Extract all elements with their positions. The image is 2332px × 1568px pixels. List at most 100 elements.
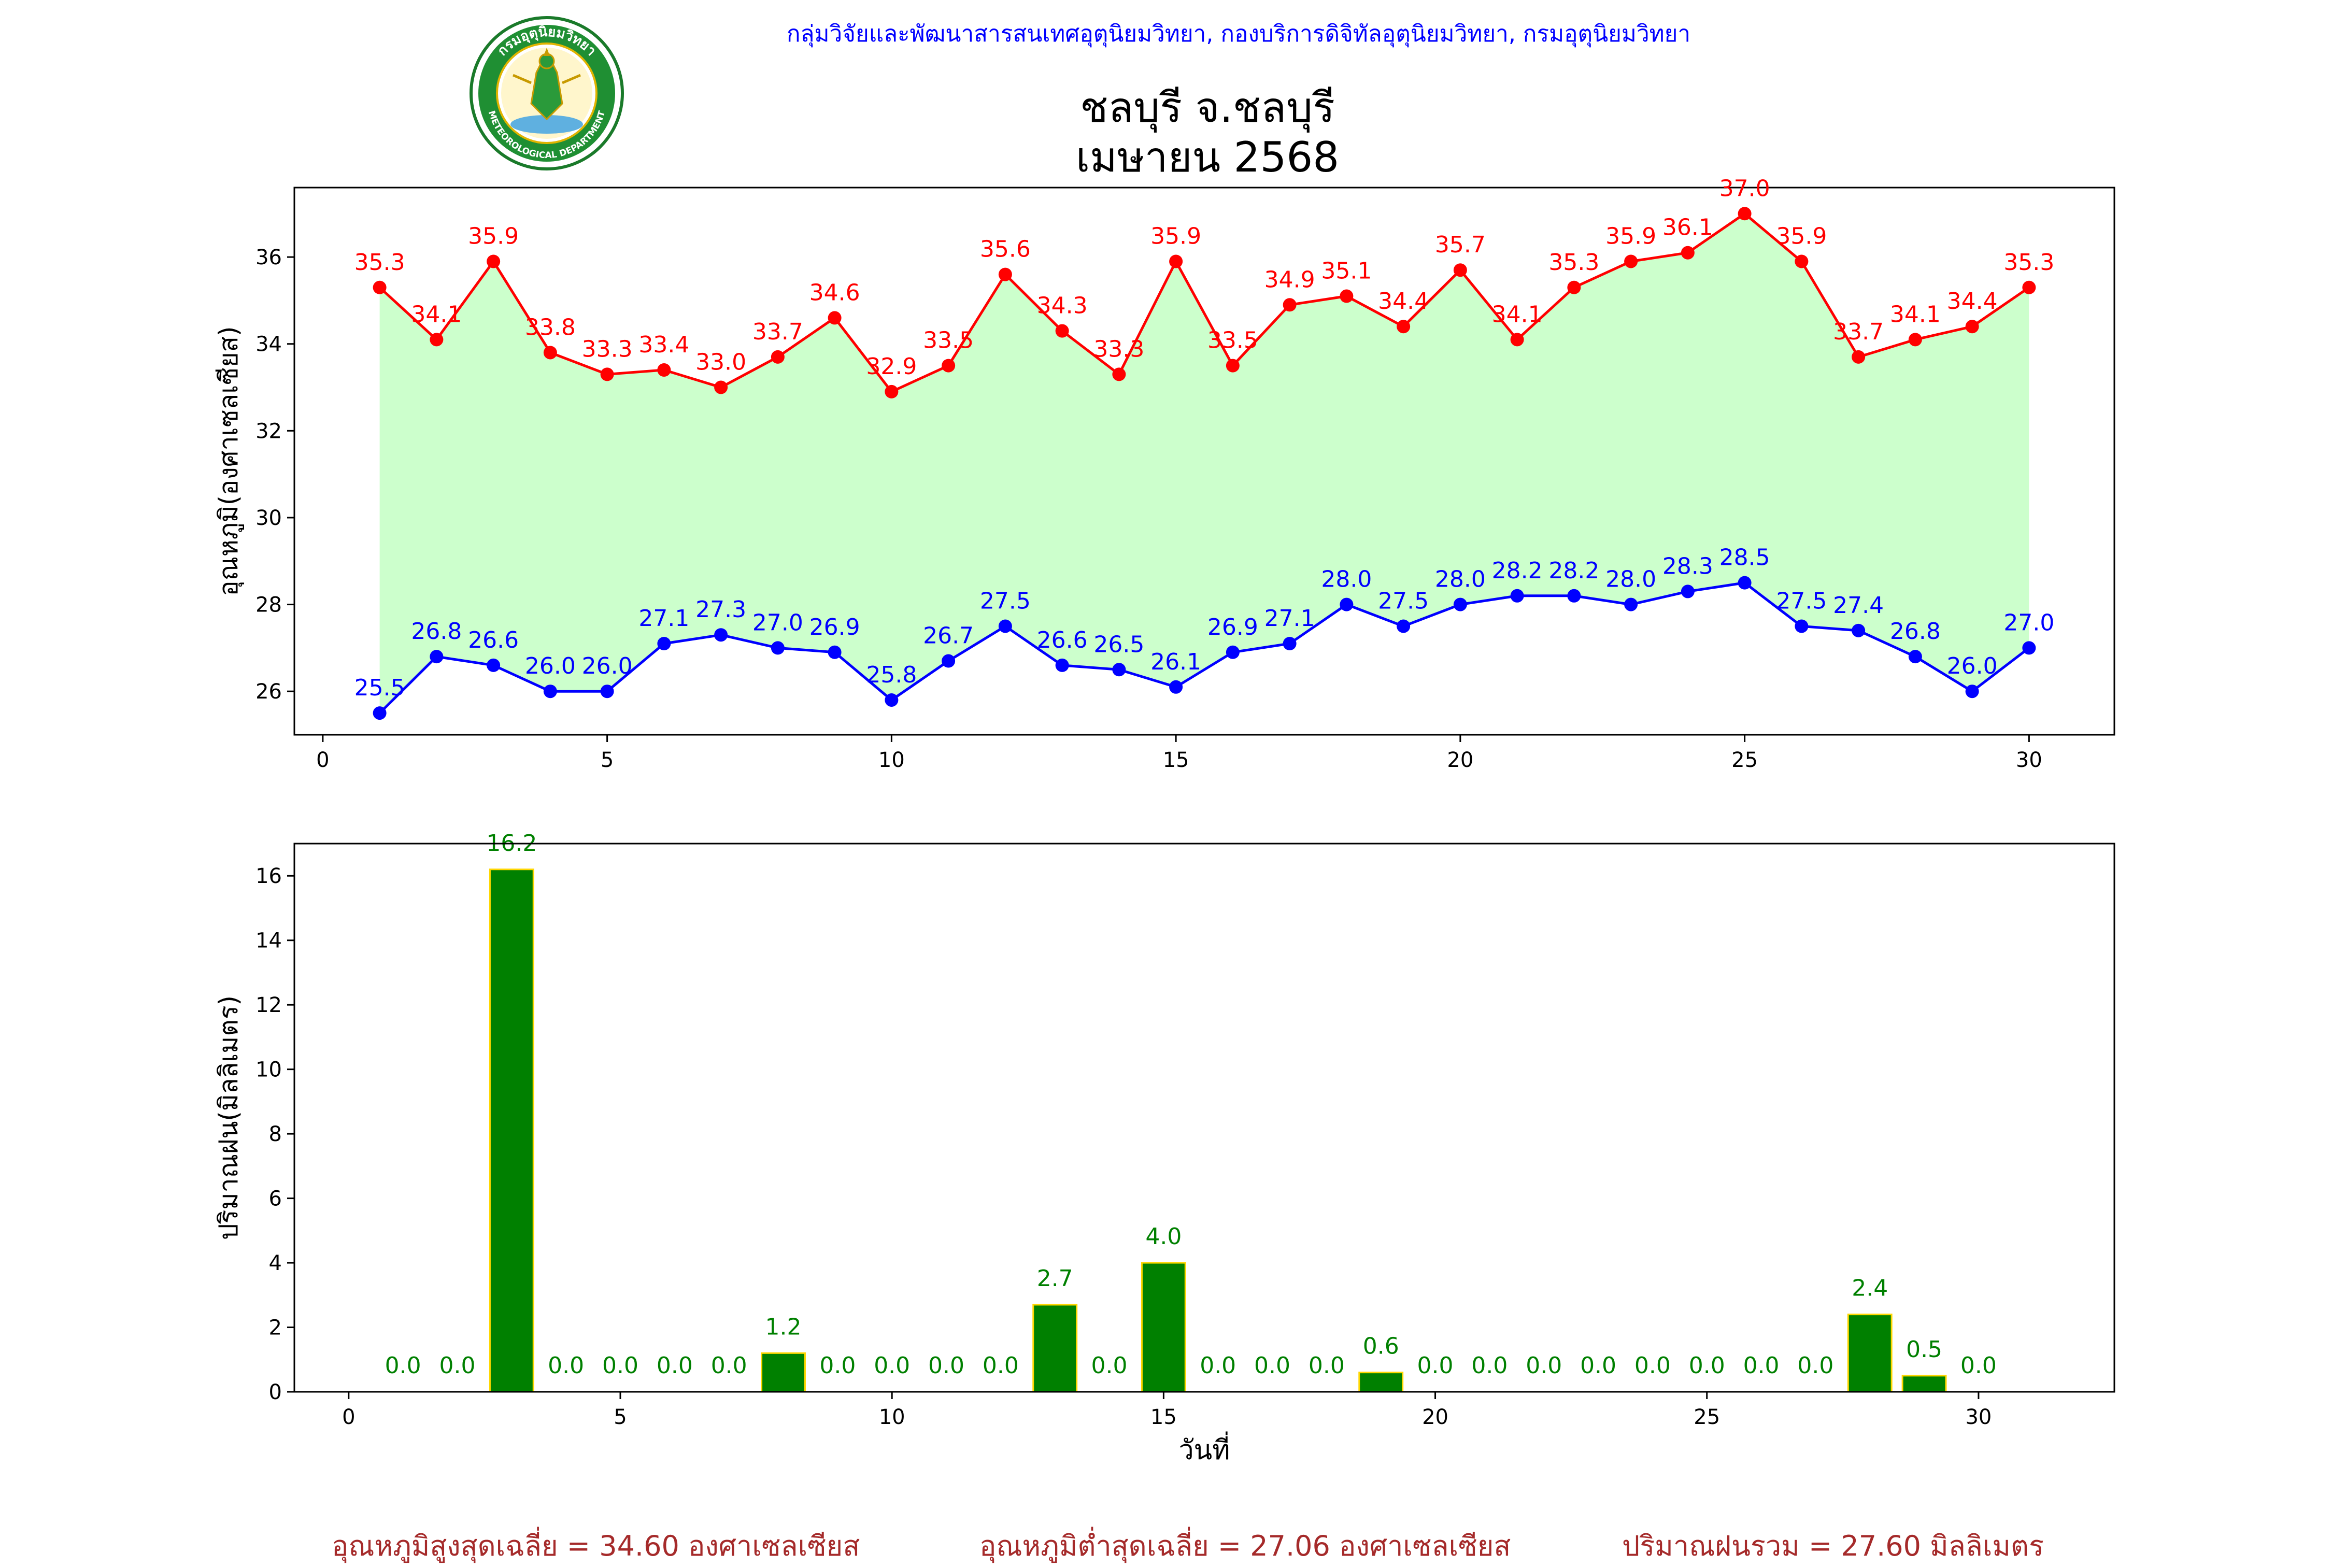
rain-label: 2.7 bbox=[1037, 1265, 1073, 1292]
temp-xtick-label: 30 bbox=[2016, 748, 2042, 772]
temp-xtick-label: 15 bbox=[1163, 748, 1189, 772]
max-temp-label: 32.9 bbox=[866, 353, 917, 380]
max-temp-label: 33.7 bbox=[752, 319, 803, 345]
rain-label: 0.0 bbox=[1580, 1352, 1616, 1379]
min-temp-label: 28.0 bbox=[1605, 566, 1656, 593]
rain-label: 0.0 bbox=[1254, 1352, 1290, 1379]
max-temp-label: 34.1 bbox=[1492, 301, 1543, 327]
min-temp-point bbox=[885, 693, 899, 707]
max-temp-label: 34.6 bbox=[809, 279, 860, 306]
rain-xtick-label: 30 bbox=[1965, 1405, 1992, 1429]
min-temp-label: 28.2 bbox=[1548, 558, 1599, 584]
min-temp-label: 25.5 bbox=[354, 675, 405, 701]
min-temp-label: 26.8 bbox=[1890, 618, 1941, 645]
max-temp-label: 33.8 bbox=[525, 314, 576, 340]
rain-xlabel: วันที่ bbox=[1178, 1431, 1230, 1466]
min-temp-label: 28.5 bbox=[1719, 545, 1770, 571]
min-temp-point bbox=[828, 645, 842, 659]
rain-label: 0.0 bbox=[1634, 1352, 1671, 1379]
rain-label: 0.0 bbox=[657, 1352, 693, 1379]
min-temp-label: 27.5 bbox=[980, 588, 1031, 614]
rain-label: 0.0 bbox=[928, 1352, 964, 1379]
rain-bar bbox=[1358, 1372, 1404, 1393]
max-temp-label: 35.6 bbox=[980, 236, 1031, 263]
max-temp-point bbox=[1795, 254, 1809, 268]
min-temp-point bbox=[543, 685, 557, 699]
max-temp-point bbox=[1567, 280, 1581, 294]
min-temp-label: 26.1 bbox=[1150, 649, 1201, 675]
min-temp-point bbox=[1169, 680, 1183, 694]
min-temp-label: 26.6 bbox=[468, 627, 519, 653]
min-temp-label: 25.8 bbox=[866, 662, 917, 688]
min-temp-line bbox=[378, 581, 2030, 714]
min-temp-point bbox=[1055, 658, 1069, 672]
max-temp-point bbox=[1681, 246, 1695, 260]
meteorological-department-logo: กรมอุตุนิยมวิทยา METEOROLOGICAL DEPARTME… bbox=[470, 16, 624, 170]
max-temp-label: 35.3 bbox=[1548, 249, 1599, 276]
min-temp-point bbox=[1624, 597, 1638, 611]
rain-axes-frame bbox=[293, 843, 2115, 1393]
rain-label: 0.6 bbox=[1363, 1333, 1399, 1360]
min-temp-point bbox=[1908, 650, 1922, 664]
max-temp-label: 33.4 bbox=[638, 332, 689, 358]
rain-xtick-label: 20 bbox=[1422, 1405, 1448, 1429]
title-month: เมษายน 2568 bbox=[1075, 133, 1340, 181]
max-temp-point bbox=[600, 367, 614, 381]
chart-title: ชลบุรี จ.ชลบุรี เมษายน 2568 bbox=[798, 83, 1617, 182]
rain-bar bbox=[1141, 1262, 1186, 1393]
rain-ytick-label: 16 bbox=[255, 864, 282, 888]
max-temp-label: 34.4 bbox=[1378, 288, 1429, 315]
min-temp-label: 27.4 bbox=[1833, 592, 1884, 619]
max-temp-point bbox=[1510, 333, 1524, 347]
max-temp-label: 35.3 bbox=[2003, 249, 2054, 276]
max-temp-label: 34.4 bbox=[1947, 288, 1998, 315]
min-temp-label: 27.3 bbox=[695, 596, 746, 623]
rain-bar bbox=[1847, 1314, 1893, 1393]
summary-max-temp: อุณหภูมิสูงสุดเฉลี่ย = 34.60 องศาเซลเซีย… bbox=[332, 1530, 860, 1562]
temp-xtick-label: 10 bbox=[878, 748, 905, 772]
min-temp-label: 28.0 bbox=[1435, 566, 1486, 593]
min-temp-point bbox=[1112, 663, 1126, 677]
max-temp-point bbox=[430, 333, 444, 347]
min-temp-point bbox=[657, 637, 671, 650]
min-temp-label: 28.2 bbox=[1492, 558, 1543, 584]
max-temp-point bbox=[998, 267, 1012, 281]
max-temp-point bbox=[1965, 320, 1979, 334]
max-temp-label: 33.5 bbox=[923, 327, 974, 354]
rain-label: 0.0 bbox=[819, 1352, 856, 1379]
min-temp-label: 26.7 bbox=[923, 623, 974, 649]
min-temp-point bbox=[1226, 645, 1240, 659]
min-temp-label: 26.5 bbox=[1093, 631, 1144, 658]
agency-header: กลุ่มวิจัยและพัฒนาสารสนเทศอุตุนิยมวิทยา,… bbox=[786, 21, 1691, 47]
max-temp-point bbox=[1055, 324, 1069, 338]
max-temp-point bbox=[1112, 367, 1126, 381]
max-temp-line bbox=[378, 212, 2030, 394]
summary-rain-total: ปริมาณฝนรวม = 27.60 มิลลิเมตร bbox=[1622, 1530, 2044, 1562]
max-temp-point bbox=[828, 311, 842, 325]
rain-label: 0.0 bbox=[1743, 1352, 1780, 1379]
max-temp-point bbox=[1908, 333, 1922, 347]
max-temp-point bbox=[1738, 207, 1752, 221]
min-temp-point bbox=[2022, 641, 2036, 655]
max-temp-label: 33.3 bbox=[1093, 336, 1144, 362]
min-temp-label: 28.3 bbox=[1662, 553, 1713, 579]
min-temp-point bbox=[1738, 576, 1752, 590]
temp-xtick-label: 20 bbox=[1447, 748, 1473, 772]
min-temp-point bbox=[600, 685, 614, 699]
max-temp-label: 35.1 bbox=[1321, 258, 1372, 284]
max-temp-point bbox=[1852, 350, 1866, 364]
rain-label: 0.0 bbox=[1200, 1352, 1236, 1379]
rain-label: 0.0 bbox=[602, 1352, 638, 1379]
rain-label: 0.0 bbox=[1091, 1352, 1128, 1379]
max-temp-label: 35.9 bbox=[1150, 223, 1201, 249]
rain-label: 0.0 bbox=[1417, 1352, 1454, 1379]
max-temp-point bbox=[885, 384, 899, 398]
min-temp-label: 26.8 bbox=[411, 618, 462, 645]
max-temp-point bbox=[714, 380, 728, 394]
temp-ytick-label: 26 bbox=[255, 680, 282, 704]
rain-label: 0.0 bbox=[983, 1352, 1019, 1379]
min-temp-point bbox=[1852, 623, 1866, 637]
max-temp-point bbox=[942, 359, 956, 373]
max-temp-point bbox=[1283, 298, 1297, 312]
rain-label: 4.0 bbox=[1145, 1223, 1182, 1250]
